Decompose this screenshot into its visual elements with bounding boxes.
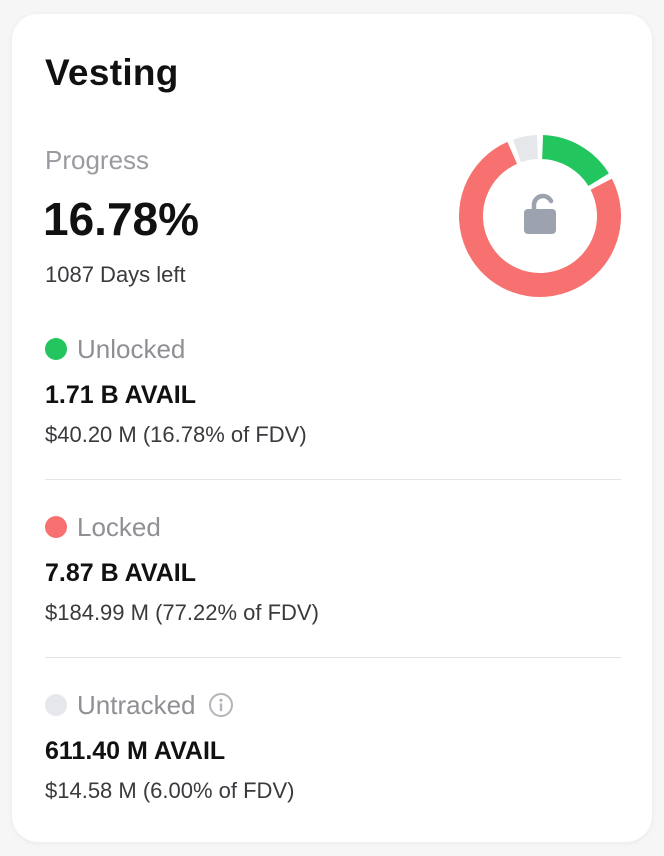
donut-segment-untracked bbox=[513, 135, 539, 163]
locked-usd-value: $184.99 M (77.22% of FDV) bbox=[45, 600, 319, 625]
progress-label: Progress bbox=[45, 145, 150, 175]
unlocked-usd-value: $40.20 M (16.78% of FDV) bbox=[45, 422, 307, 447]
divider bbox=[45, 479, 621, 480]
locked-amount: 7.87 B AVAIL bbox=[45, 559, 196, 587]
untracked-dot bbox=[45, 694, 67, 716]
locked-section: Locked 7.87 B AVAIL $184.99 M (77.22% of… bbox=[45, 510, 621, 626]
unlocked-label: Unlocked bbox=[77, 333, 186, 364]
divider bbox=[45, 657, 621, 658]
progress-percentage: 16.78% bbox=[43, 193, 200, 245]
locked-dot bbox=[45, 516, 67, 538]
unlocked-amount: 1.71 B AVAIL bbox=[45, 381, 196, 409]
untracked-label: Untracked bbox=[77, 689, 196, 720]
unlocked-dot bbox=[45, 338, 67, 360]
info-icon[interactable] bbox=[208, 692, 234, 718]
days-left: 1087 Days left bbox=[45, 262, 186, 287]
locked-label: Locked bbox=[77, 511, 161, 542]
unlocked-section: Unlocked 1.71 B AVAIL $40.20 M (16.78% o… bbox=[45, 332, 621, 448]
unlock-icon bbox=[524, 193, 556, 234]
card-title: Vesting bbox=[45, 52, 179, 93]
vesting-donut-chart bbox=[459, 135, 621, 297]
vesting-card: Vesting Progress 16.78% 1087 Days left U… bbox=[12, 14, 652, 842]
untracked-usd-value: $14.58 M (6.00% of FDV) bbox=[45, 778, 295, 803]
untracked-section: Untracked 611.40 M AVAIL $14.58 M (6.00%… bbox=[45, 688, 621, 804]
donut-segment-unlocked bbox=[541, 135, 609, 187]
untracked-amount: 611.40 M AVAIL bbox=[45, 737, 226, 765]
donut-segment-locked bbox=[459, 141, 621, 297]
